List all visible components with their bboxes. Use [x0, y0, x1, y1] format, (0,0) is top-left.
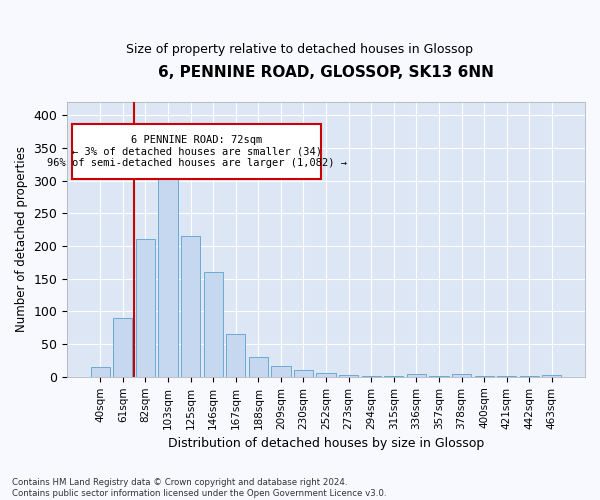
Bar	[452, 374, 471, 377]
Bar	[181, 236, 200, 377]
Text: Contains HM Land Registry data © Crown copyright and database right 2024.
Contai: Contains HM Land Registry data © Crown c…	[12, 478, 386, 498]
Bar	[362, 376, 381, 377]
Bar	[384, 376, 403, 377]
Bar	[271, 366, 290, 377]
Title: 6, PENNINE ROAD, GLOSSOP, SK13 6NN: 6, PENNINE ROAD, GLOSSOP, SK13 6NN	[158, 65, 494, 80]
Bar	[91, 367, 110, 377]
Bar	[430, 376, 449, 377]
Bar	[136, 240, 155, 377]
Bar	[475, 376, 494, 377]
Bar	[158, 177, 178, 377]
X-axis label: Distribution of detached houses by size in Glossop: Distribution of detached houses by size …	[168, 437, 484, 450]
Bar	[407, 374, 426, 377]
Bar	[520, 376, 539, 377]
Text: 6 PENNINE ROAD: 72sqm
← 3% of detached houses are smaller (34)
96% of semi-detac: 6 PENNINE ROAD: 72sqm ← 3% of detached h…	[47, 135, 347, 168]
Bar	[226, 334, 245, 377]
Y-axis label: Number of detached properties: Number of detached properties	[15, 146, 28, 332]
Bar	[249, 357, 268, 377]
Text: Size of property relative to detached houses in Glossop: Size of property relative to detached ho…	[127, 42, 473, 56]
Bar	[294, 370, 313, 377]
Bar	[542, 375, 562, 377]
Bar	[497, 376, 517, 377]
Bar	[113, 318, 133, 377]
Bar	[316, 373, 335, 377]
Bar	[203, 272, 223, 377]
Bar	[339, 375, 358, 377]
FancyBboxPatch shape	[73, 124, 321, 179]
